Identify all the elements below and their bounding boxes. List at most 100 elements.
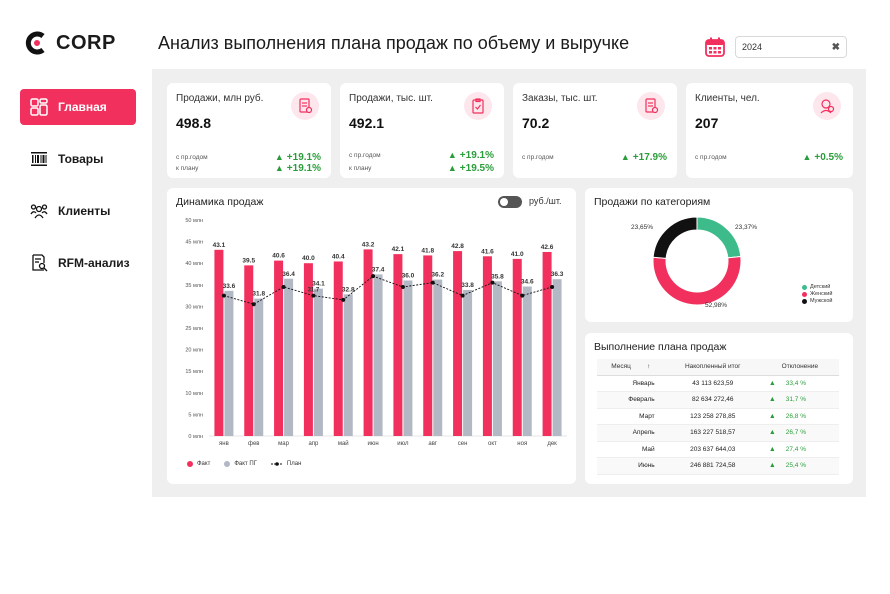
cell-total: 163 227 518,57	[664, 424, 761, 442]
up-arrow-icon: ▲	[274, 152, 284, 162]
y-tick-label: 30 млн	[185, 304, 203, 310]
category-donut-chart: 23,37% 52,98% 23,65%	[631, 216, 757, 309]
nav-item-rfm[interactable]: RFM-анализ	[20, 245, 136, 281]
kpi-delta: ▲ +19.1%	[274, 163, 321, 174]
clipboard-check-icon	[464, 92, 492, 120]
plan-point	[371, 274, 376, 279]
y-tick-label: 5 млн	[188, 412, 203, 418]
plan-point	[460, 293, 465, 298]
bar-fact	[393, 254, 403, 436]
user-money-icon	[813, 92, 841, 120]
legend-item-kids[interactable]: Детский	[802, 284, 832, 291]
plan-point	[281, 284, 286, 289]
x-tick-label: июл	[397, 441, 409, 447]
donut-slice[interactable]	[652, 216, 698, 259]
bar-fact-py	[492, 281, 502, 436]
brand-name: CORP	[56, 31, 116, 54]
unit-toggle-label: руб./шт.	[529, 196, 562, 206]
up-arrow-icon: ▲	[768, 396, 776, 404]
legend-item-fact-py[interactable]: Факт ПГ	[224, 461, 257, 467]
table-row[interactable]: Февраль 82 634 272,46 ▲ 31,7 %	[597, 391, 839, 409]
table-title: Выполнение плана продаж	[594, 341, 727, 353]
kpi-delta: ▲ +19.1%	[274, 152, 321, 163]
year-select[interactable]: 2024 ✖	[735, 36, 847, 58]
y-tick-label: 40 млн	[185, 261, 203, 267]
kpi-title: Продажи, тыс. шт.	[349, 93, 433, 104]
up-arrow-icon: ▲	[768, 462, 776, 470]
corp-logo-icon	[25, 31, 45, 55]
logo: CORP	[24, 30, 116, 56]
nav-label: Товары	[58, 152, 104, 166]
donut-legend: Детский Женский Мужской	[802, 284, 832, 305]
bar-fact	[542, 251, 552, 436]
bar-fact	[214, 249, 224, 436]
kpi-delta: ▲ +19.1%	[447, 150, 494, 161]
kpi-title: Продажи, млн руб.	[176, 93, 264, 104]
plan-point	[430, 280, 435, 285]
table-row[interactable]: Июнь 246 881 724,58 ▲ 25,4 %	[597, 457, 839, 475]
table-row[interactable]: Март 123 258 278,85 ▲ 26,8 %	[597, 408, 839, 425]
nav-item-clients[interactable]: Клиенты	[20, 193, 136, 229]
data-label-fact: 42.1	[392, 246, 405, 253]
sales-bar-chart: 0 млн 5 млн 10 млн 15 млн 20 млн 25 млн 30 млн…	[185, 218, 567, 447]
year-filter: 2024 ✖	[705, 36, 847, 58]
kpi-value: 498.8	[176, 115, 212, 131]
users-icon	[30, 202, 48, 220]
cell-deviation: ▲ 26,7 %	[760, 424, 839, 442]
cell-month: Март	[597, 408, 665, 425]
legend-item-women[interactable]: Женский	[802, 291, 832, 298]
calendar-icon[interactable]	[705, 37, 725, 57]
kpi-sub-label: к плану	[176, 165, 199, 172]
legend-item-men[interactable]: Мужской	[802, 298, 832, 305]
kpi-sub-label: с пр.годом	[349, 152, 381, 159]
table-row[interactable]: Апрель 163 227 518,57 ▲ 26,7 %	[597, 424, 839, 442]
bar-fact-py	[522, 286, 532, 436]
y-tick-label: 35 млн	[185, 283, 203, 289]
nav-item-products[interactable]: Товары	[20, 141, 136, 177]
plan-point	[311, 293, 316, 298]
up-arrow-icon: ▲	[447, 150, 457, 160]
plan-point	[221, 293, 226, 298]
plan-line-icon	[270, 462, 283, 466]
donut-slice[interactable]	[652, 255, 742, 306]
unit-toggle[interactable]	[498, 196, 522, 208]
invoice-icon	[291, 92, 319, 120]
table-header-row: Месяц ↑ Накопленный итог Отклонение	[597, 359, 839, 376]
cell-total: 82 634 272,46	[664, 391, 761, 409]
y-tick-label: 45 млн	[185, 240, 203, 246]
kpi-delta: ▲ +0.5%	[802, 152, 843, 163]
category-sales-card: Продажи по категориям 23,37% 52,98% 23,65%…	[585, 188, 853, 322]
x-tick-label: авг	[428, 441, 438, 447]
col-total[interactable]: Накопленный итог	[664, 359, 761, 376]
cell-total: 203 637 644,03	[664, 441, 761, 458]
nav-item-home[interactable]: Главная	[20, 89, 136, 125]
kpi-card-clients: Клиенты, чел. 207 с пр.годом ▲ +0.5%	[686, 83, 853, 178]
data-label-fact-py: 35.8	[491, 273, 504, 280]
dashboard-icon	[30, 98, 48, 116]
data-label-fact-py: 36.4	[282, 271, 295, 278]
table-row[interactable]: Январь 43 113 623,59 ▲ 33,4 %	[597, 375, 839, 392]
data-label-fact: 40.0	[302, 255, 315, 262]
x-tick-label: июн	[367, 441, 378, 447]
x-tick-label: ноя	[517, 441, 527, 447]
legend-item-fact[interactable]: Факт	[187, 461, 210, 467]
data-label-fact: 40.6	[272, 253, 285, 260]
cell-month: Май	[597, 441, 665, 458]
col-deviation[interactable]: Отклонение	[760, 359, 839, 376]
bar-fact-py	[313, 288, 323, 436]
clear-year-button[interactable]: ✖	[831, 41, 840, 53]
document-icon	[637, 92, 665, 120]
plan-point	[251, 302, 256, 307]
x-tick-label: май	[338, 440, 349, 447]
data-label-fact: 43.1	[213, 242, 226, 249]
x-tick-label: сен	[458, 441, 468, 447]
legend-item-plan[interactable]: План	[270, 461, 301, 467]
up-arrow-icon: ▲	[274, 163, 284, 173]
report-search-icon	[30, 254, 48, 272]
sales-dynamics-card: Динамика продаж руб./шт. 0 млн 5 млн 10 мл…	[167, 188, 576, 484]
table-row[interactable]: Май 203 637 644,03 ▲ 27,4 %	[597, 441, 839, 458]
plan-point	[341, 297, 346, 302]
sort-arrow-icon[interactable]: ↑	[647, 363, 651, 371]
col-month[interactable]: Месяц ↑	[597, 359, 665, 376]
